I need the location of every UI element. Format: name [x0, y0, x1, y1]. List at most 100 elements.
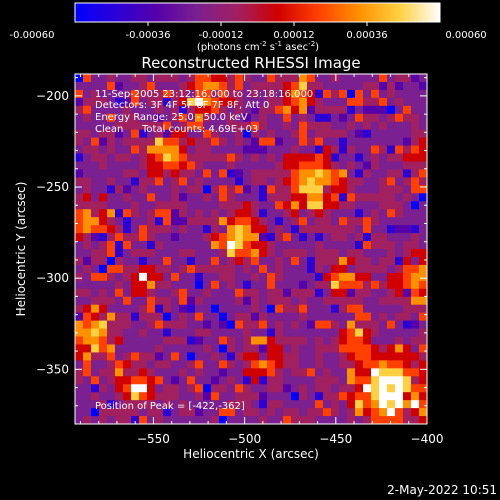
- heatmap-cell: [99, 264, 108, 274]
- heatmap-cell: [315, 368, 324, 377]
- heatmap-cell: [323, 344, 332, 354]
- heatmap-cell: [163, 233, 172, 242]
- heatmap-cell: [91, 121, 100, 131]
- heatmap-cell: [75, 89, 84, 99]
- heatmap-cell: [243, 201, 252, 210]
- heatmap-cell: [387, 217, 396, 226]
- heatmap-cell: [275, 209, 284, 218]
- heatmap-cell: [171, 344, 180, 354]
- heatmap-cell: [235, 105, 244, 115]
- heatmap-cell: [203, 320, 212, 330]
- heatmap-cell: [315, 177, 324, 186]
- heatmap-cell: [155, 416, 164, 424]
- heatmap-cell: [91, 74, 100, 83]
- heatmap-cell: [315, 121, 324, 131]
- heatmap-cell: [131, 336, 140, 346]
- heatmap-cell: [419, 89, 427, 99]
- heatmap-cell: [379, 344, 388, 354]
- heatmap-cell: [155, 185, 164, 194]
- heatmap-cell: [219, 249, 228, 258]
- heatmap-cell: [147, 169, 156, 179]
- heatmap-cell: [299, 241, 308, 250]
- heatmap-cell: [363, 145, 372, 155]
- heatmap-cell: [227, 280, 236, 290]
- heatmap-cell: [251, 312, 260, 322]
- heatmap-cell: [331, 121, 340, 131]
- heatmap-cell: [131, 209, 140, 218]
- heatmap-cell: [315, 169, 324, 179]
- heatmap-cell: [131, 241, 140, 250]
- heatmap-cell: [163, 336, 172, 346]
- heatmap-cell: [147, 408, 156, 417]
- heatmap-cell: [275, 400, 284, 409]
- heatmap-cell: [115, 264, 124, 274]
- heatmap-cell: [139, 185, 148, 194]
- heatmap-cell: [363, 288, 372, 298]
- heatmap-cell: [299, 336, 308, 346]
- heatmap-cell: [299, 384, 308, 393]
- heatmap-cell: [331, 328, 340, 338]
- heatmap-cell: [395, 408, 404, 417]
- heatmap-cell: [395, 81, 404, 91]
- heatmap-cell: [179, 328, 188, 338]
- heatmap-cell: [203, 137, 212, 147]
- heatmap-cell: [155, 328, 164, 338]
- heatmap-cell: [283, 225, 292, 234]
- heatmap-cell: [291, 360, 300, 369]
- heatmap-cell: [219, 233, 228, 242]
- heatmap-cell: [419, 296, 427, 306]
- heatmap-cell: [403, 264, 412, 274]
- heatmap-cell: [299, 256, 308, 266]
- heatmap-cell: [267, 288, 276, 298]
- y-tick-label: −350: [36, 362, 69, 376]
- heatmap-cell: [363, 97, 372, 107]
- heatmap-cell: [363, 368, 372, 377]
- heatmap-cell: [379, 121, 388, 131]
- heatmap-cell: [403, 328, 412, 338]
- heatmap-cell: [131, 74, 140, 83]
- heatmap-cell: [275, 201, 284, 210]
- heatmap-cell: [195, 241, 204, 250]
- heatmap-cell: [107, 312, 116, 322]
- heatmap-cell: [179, 193, 188, 202]
- heatmap-cell: [299, 233, 308, 242]
- heatmap-cell: [307, 408, 316, 417]
- heatmap-cell: [355, 408, 364, 417]
- heatmap-cell: [123, 225, 132, 234]
- heatmap-cell: [131, 256, 140, 266]
- heatmap-cell: [211, 74, 220, 83]
- heatmap-cell: [355, 193, 364, 202]
- heatmap-cell: [331, 384, 340, 393]
- heatmap-cell: [139, 89, 148, 99]
- heatmap-cell: [275, 256, 284, 266]
- heatmap-cell: [187, 105, 196, 115]
- heatmap-cell: [347, 81, 356, 91]
- y-tick-label: −300: [36, 271, 69, 285]
- heatmap-cell: [235, 336, 244, 346]
- heatmap-cell: [267, 169, 276, 179]
- heatmap-cell: [347, 304, 356, 314]
- heatmap-cell: [147, 272, 156, 282]
- heatmap-cell: [219, 336, 228, 346]
- heatmap-cell: [155, 264, 164, 274]
- heatmap-cell: [211, 336, 220, 346]
- heatmap-cell: [179, 121, 188, 131]
- heatmap-cell: [179, 384, 188, 393]
- heatmap-cell: [315, 304, 324, 314]
- heatmap-cell: [387, 161, 396, 171]
- heatmap-cell: [107, 304, 116, 314]
- heatmap-cell: [347, 416, 356, 424]
- heatmap-cell: [355, 312, 364, 322]
- heatmap-cell: [75, 225, 84, 234]
- heatmap-cell: [347, 400, 356, 409]
- heatmap-cell: [99, 89, 108, 99]
- heatmap-cell: [243, 113, 252, 123]
- heatmap-cell: [339, 392, 348, 401]
- heatmap-cell: [259, 121, 268, 131]
- heatmap-cell: [403, 249, 412, 258]
- heatmap-cell: [395, 256, 404, 266]
- heatmap-cell: [83, 145, 92, 155]
- heatmap-cell: [283, 368, 292, 377]
- heatmap-cell: [139, 416, 148, 424]
- heatmap-cell: [243, 89, 252, 99]
